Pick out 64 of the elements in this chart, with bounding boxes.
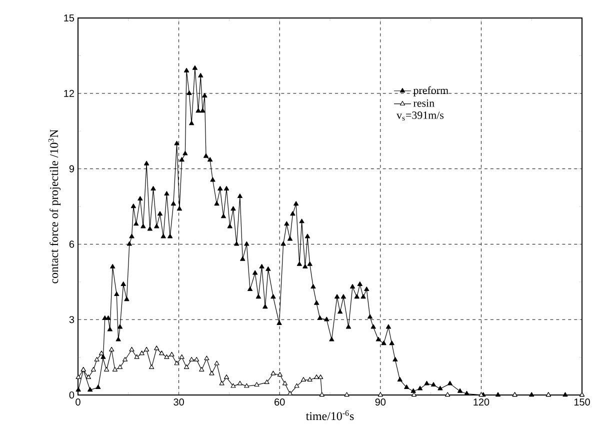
point <box>169 352 174 356</box>
point <box>378 392 383 397</box>
point <box>184 364 190 369</box>
y-tick-label: 9 <box>69 165 74 172</box>
point <box>179 354 184 359</box>
point <box>134 354 140 359</box>
point <box>254 382 260 387</box>
point <box>209 370 214 376</box>
point <box>294 383 300 388</box>
y-axis-title: contact force of projectile /10$^{3}$N <box>48 130 61 284</box>
point <box>300 377 306 382</box>
point <box>287 390 293 396</box>
point <box>98 350 104 356</box>
point <box>117 364 123 369</box>
point <box>94 356 100 362</box>
point <box>104 366 110 372</box>
point <box>189 356 194 362</box>
point <box>139 350 144 356</box>
x-tick-label: 90 <box>375 398 386 406</box>
point <box>112 366 118 372</box>
x-tick-label: 30 <box>174 398 184 406</box>
point <box>230 383 236 388</box>
x-tick-label: 60 <box>274 398 285 406</box>
point <box>204 356 210 360</box>
point <box>194 356 200 362</box>
point <box>86 374 91 380</box>
legend-label: resin <box>413 99 434 107</box>
point <box>109 346 114 352</box>
point <box>344 392 350 397</box>
point <box>307 377 312 382</box>
point <box>159 350 164 356</box>
y-tick-label: 15 <box>64 14 74 22</box>
x-tick-label: 0 <box>76 398 80 406</box>
point <box>214 360 220 366</box>
point <box>270 370 276 376</box>
annotation: v$_{s}$=391m/s <box>396 112 444 120</box>
point <box>129 346 134 352</box>
point <box>90 366 96 372</box>
point <box>164 354 170 359</box>
y-tick-label: 12 <box>64 90 74 97</box>
y-tick-label: 3 <box>69 316 74 324</box>
point <box>199 366 204 372</box>
point <box>277 372 282 376</box>
point <box>144 346 150 352</box>
x-tick-label: 150 <box>574 398 590 406</box>
point <box>237 380 242 386</box>
point <box>174 360 180 366</box>
point <box>282 380 288 386</box>
point <box>122 356 128 362</box>
point <box>411 392 417 397</box>
point <box>149 364 154 369</box>
point <box>244 383 250 388</box>
legend-label: preform <box>413 86 448 96</box>
y-tick-label: 0 <box>69 391 74 399</box>
point <box>264 380 270 384</box>
point <box>319 392 324 397</box>
point <box>318 374 324 380</box>
point <box>224 374 230 380</box>
point <box>154 346 160 350</box>
y-tick-label: 6 <box>69 240 74 248</box>
x-axis-title: time/10$^{-6}$s <box>306 410 354 420</box>
point <box>219 380 224 386</box>
x-tick-label: 120 <box>474 398 490 406</box>
point <box>445 392 450 397</box>
